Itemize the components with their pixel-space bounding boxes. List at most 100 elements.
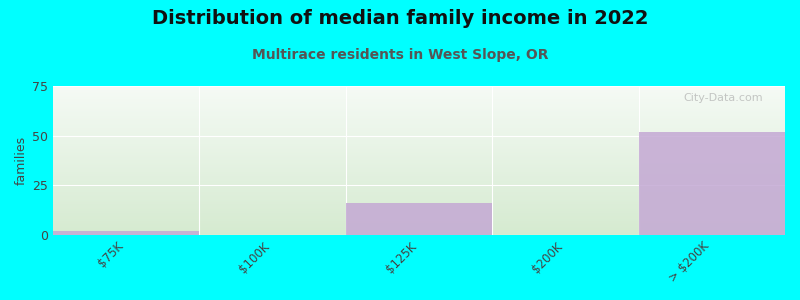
Bar: [53, 163, 785, 164]
Text: Distribution of median family income in 2022: Distribution of median family income in …: [152, 9, 648, 28]
Bar: [53, 209, 785, 210]
Bar: [53, 214, 785, 215]
Bar: [53, 230, 785, 231]
Bar: [53, 200, 785, 201]
Bar: [53, 107, 785, 108]
Bar: [53, 168, 785, 169]
Bar: [53, 223, 785, 224]
Bar: [53, 126, 785, 127]
Bar: [53, 145, 785, 146]
Bar: [53, 198, 785, 199]
Bar: [53, 172, 785, 173]
Bar: [53, 135, 785, 136]
Bar: [53, 124, 785, 125]
Bar: [53, 90, 785, 91]
Bar: [53, 222, 785, 223]
Bar: [53, 224, 785, 225]
Bar: [53, 225, 785, 226]
Bar: [53, 170, 785, 171]
Bar: [53, 146, 785, 147]
Bar: [53, 215, 785, 216]
Bar: [53, 217, 785, 218]
Bar: [53, 130, 785, 131]
Bar: [53, 109, 785, 110]
Bar: [53, 91, 785, 92]
Bar: [53, 232, 785, 233]
Bar: [53, 139, 785, 140]
Bar: [53, 206, 785, 207]
Bar: [53, 201, 785, 202]
Bar: [53, 89, 785, 90]
Bar: [53, 210, 785, 211]
Bar: [53, 95, 785, 96]
Bar: [53, 160, 785, 161]
Bar: [53, 149, 785, 150]
Bar: [53, 161, 785, 162]
Bar: [53, 111, 785, 112]
Bar: [53, 157, 785, 158]
Bar: [53, 125, 785, 126]
Bar: [53, 120, 785, 121]
Bar: [53, 113, 785, 114]
Bar: [53, 128, 785, 129]
Bar: [53, 208, 785, 209]
Bar: [53, 202, 785, 203]
Bar: [53, 196, 785, 197]
Text: City-Data.com: City-Data.com: [683, 93, 763, 103]
Bar: [53, 218, 785, 219]
Bar: [53, 213, 785, 214]
Bar: [53, 99, 785, 100]
Bar: [53, 204, 785, 205]
Bar: [53, 177, 785, 178]
Bar: [53, 108, 785, 109]
Bar: [53, 193, 785, 194]
Bar: [53, 228, 785, 229]
Bar: [53, 93, 785, 94]
Bar: [53, 220, 785, 221]
Bar: [53, 184, 785, 185]
Bar: [53, 192, 785, 193]
Bar: [53, 156, 785, 157]
Bar: [53, 137, 785, 138]
Bar: [53, 140, 785, 141]
Bar: [53, 159, 785, 160]
Bar: [53, 115, 785, 116]
Bar: [53, 129, 785, 130]
Bar: [53, 158, 785, 159]
Bar: [53, 154, 785, 155]
Bar: [53, 144, 785, 145]
Bar: [53, 116, 785, 117]
Bar: [53, 176, 785, 177]
Bar: [53, 182, 785, 183]
Bar: [53, 96, 785, 97]
Bar: [53, 102, 785, 103]
Bar: [53, 103, 785, 104]
Bar: [638, 132, 785, 235]
Bar: [53, 114, 785, 115]
Bar: [53, 105, 785, 106]
Bar: [53, 189, 785, 190]
Bar: [53, 203, 785, 204]
Bar: [53, 112, 785, 113]
Bar: [53, 150, 785, 151]
Bar: [53, 165, 785, 166]
Text: Multirace residents in West Slope, OR: Multirace residents in West Slope, OR: [252, 48, 548, 62]
Bar: [53, 169, 785, 170]
Bar: [53, 190, 785, 191]
Bar: [53, 187, 785, 188]
Bar: [53, 194, 785, 195]
Bar: [53, 216, 785, 217]
Bar: [53, 226, 785, 227]
Bar: [53, 87, 785, 88]
Bar: [53, 207, 785, 208]
Bar: [53, 86, 785, 87]
Bar: [53, 169, 785, 170]
Bar: [53, 205, 785, 206]
Bar: [53, 231, 199, 235]
Bar: [53, 166, 785, 167]
Bar: [53, 175, 785, 176]
Bar: [53, 181, 785, 182]
Bar: [53, 233, 785, 234]
Bar: [53, 94, 785, 95]
Bar: [53, 110, 785, 111]
